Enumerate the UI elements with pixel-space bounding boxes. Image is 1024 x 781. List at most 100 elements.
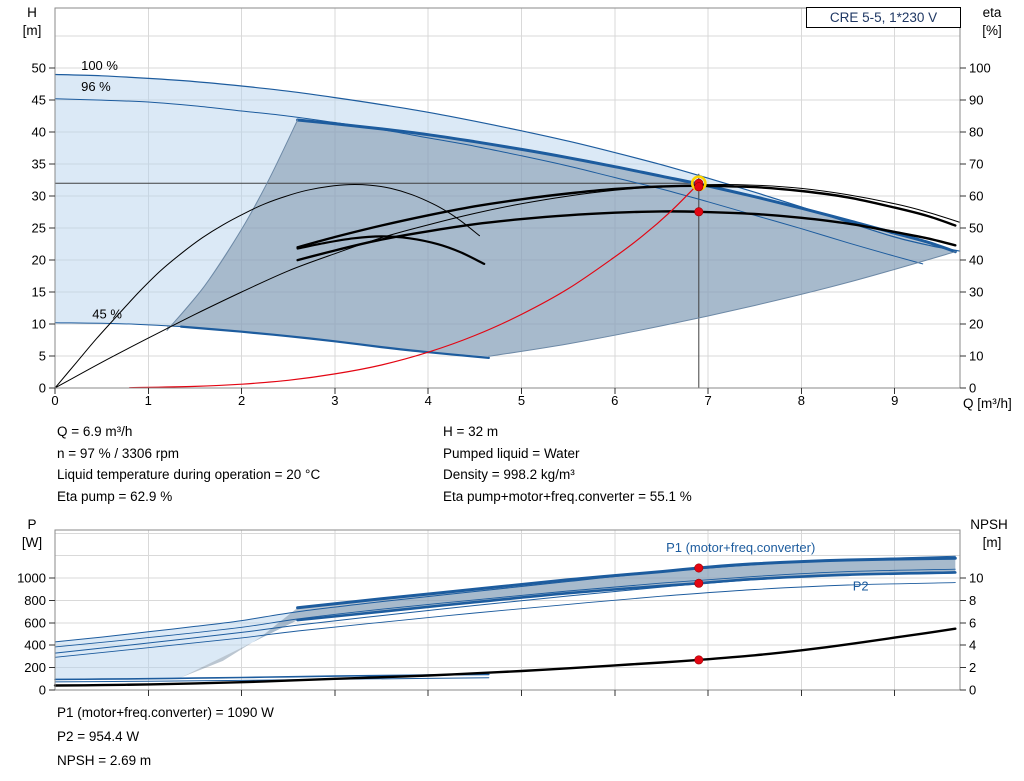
info-p2: P2 = 954.4 W (57, 729, 140, 744)
y-left-tick-label: 25 (32, 221, 46, 236)
p1-curve-label: P1 (motor+freq.converter) (666, 540, 815, 555)
envelope-right-bound (488, 251, 956, 357)
y-right-tick-label: 10 (969, 349, 983, 364)
info-eta-pump: Eta pump = 62.9 % (57, 488, 173, 504)
info-eta-total: Eta pump+motor+freq.converter = 55.1 % (443, 488, 692, 504)
qh-curve-96pct (54, 98, 924, 265)
y-right-tick-label: 60 (969, 189, 983, 204)
p2-curve-duty-speed (296, 571, 957, 622)
speed-label-45: 45 % (92, 306, 122, 321)
eta-pump-curve-duty-speed (296, 184, 957, 249)
y-left-tick-label: 45 (32, 93, 46, 108)
p1-point (694, 563, 704, 573)
qh-curve-45pct-thin (54, 322, 182, 328)
pump-model-badge: CRE 5-5, 1*230 V (806, 7, 961, 28)
y-right-tick-label: 100 (969, 61, 991, 76)
x-tick-label: 2 (238, 393, 245, 408)
eta-pump-curve-45pct (54, 184, 480, 389)
eta-pump-curve-100pct (54, 184, 961, 389)
h-axis-label: H (27, 5, 37, 20)
y-left-tick-label: 5 (39, 349, 46, 364)
npsh-axis-label: NPSH (970, 517, 1008, 532)
envelope-left-bound (166, 119, 299, 331)
h-axis-unit: [m] (22, 23, 42, 38)
y-right-tick-label: 30 (969, 285, 983, 300)
y-right-tick-label: 80 (969, 125, 983, 140)
q-axis-label: Q [m³/h] (963, 396, 1012, 411)
info-speed: n = 97 % / 3306 rpm (57, 445, 179, 461)
speed-label-96: 96 % (81, 79, 111, 94)
p1-curve-96pct (54, 568, 956, 648)
y-left-tick-label: 50 (32, 61, 46, 76)
p-axis-unit: [W] (21, 535, 43, 550)
power-envelope-fill (55, 556, 956, 680)
x-tick-label: 0 (51, 393, 58, 408)
y-left-tick-label: 40 (32, 125, 46, 140)
y-left-tick-label: 1000 (17, 571, 46, 586)
info-head: H = 32 m (443, 424, 499, 439)
x-tick-label: 8 (798, 393, 805, 408)
info-npsh: NPSH = 2.69 m (57, 753, 152, 768)
x-tick-label: 4 (425, 393, 432, 408)
info-liquid: Pumped liquid = Water (443, 445, 580, 461)
y-right-tick-label: 4 (969, 638, 976, 653)
info-temperature: Liquid temperature during operation = 20… (57, 467, 321, 482)
y-left-tick-label: 600 (24, 615, 46, 630)
y-left-tick-label: 15 (32, 285, 46, 300)
control-curve (129, 182, 700, 389)
y-left-tick-label: 0 (39, 381, 46, 396)
y-right-tick-label: 50 (969, 221, 983, 236)
x-tick-label: 1 (145, 393, 152, 408)
y-right-tick-label: 2 (969, 660, 976, 675)
hq-eta-chart[interactable]: 100 %96 %45 %0 1 2 3 4 5 6 7 8 905101520253035404… (0, 0, 1024, 415)
y-right-tick-label: 0 (969, 683, 976, 698)
y-right-tick-label: 40 (969, 253, 983, 268)
speed-envelope-fill (55, 74, 960, 358)
eta-total-curve-duty-speed (296, 210, 957, 262)
y-right-tick-label: 10 (969, 571, 983, 586)
y-right-tick-label: 8 (969, 593, 976, 608)
power-duty-range-fill (181, 558, 956, 678)
plot-border (54, 529, 961, 691)
y-left-tick-label: 20 (32, 253, 46, 268)
y-left-tick-label: 10 (32, 317, 46, 332)
duty-info-left: Q = 6.9 m³/h n = 97 % / 3306 rpm Liquid … (57, 421, 320, 507)
p2-curve-label: P2 (853, 578, 869, 593)
duty-range-fill (167, 120, 956, 357)
x-tick-label: 9 (891, 393, 898, 408)
y-left-tick-label: 800 (24, 593, 46, 608)
eta-total-point (694, 207, 704, 217)
duty-info-right: H = 32 m Pumped liquid = Water Density =… (443, 421, 692, 507)
pump-model-label: CRE 5-5, 1*230 V (829, 10, 938, 25)
power-info: P1 (motor+freq.converter) = 1090 W P2 = … (57, 701, 274, 773)
power-npsh-chart[interactable]: P1 (motor+freq.converter)P20200400600800… (0, 512, 1024, 704)
y-right-tick-label: 20 (969, 317, 983, 332)
info-flow: Q = 6.9 m³/h (57, 424, 133, 439)
npsh-point (694, 655, 704, 665)
eta-axis-unit: [%] (982, 23, 1002, 38)
npsh-axis-unit: [m] (982, 535, 1002, 550)
eta-total-curve-45pct (296, 235, 486, 265)
y-right-tick-label: 70 (969, 157, 983, 172)
plot-border (54, 7, 961, 389)
npsh-curve (53, 627, 957, 687)
x-tick-label: 3 (331, 393, 338, 408)
eta-pump-point (694, 182, 704, 192)
p2-curve-96pct (54, 582, 956, 658)
p1-curve-duty-speed (296, 556, 957, 610)
y-right-tick-label: 6 (969, 615, 976, 630)
eta-axis-label: eta (982, 5, 1002, 20)
y-left-tick-label: 200 (24, 660, 46, 675)
x-tick-label: 5 (518, 393, 525, 408)
x-tick-label: 6 (611, 393, 618, 408)
y-right-tick-label: 0 (969, 381, 976, 396)
x-tick-label: 7 (704, 393, 711, 408)
p2-point (694, 578, 704, 588)
speed-label-100: 100 % (81, 58, 118, 73)
p-axis-label: P (27, 517, 37, 532)
y-right-tick-label: 90 (969, 93, 983, 108)
y-left-tick-label: 30 (32, 189, 46, 204)
y-left-tick-label: 400 (24, 638, 46, 653)
y-left-tick-label: 0 (39, 683, 46, 698)
